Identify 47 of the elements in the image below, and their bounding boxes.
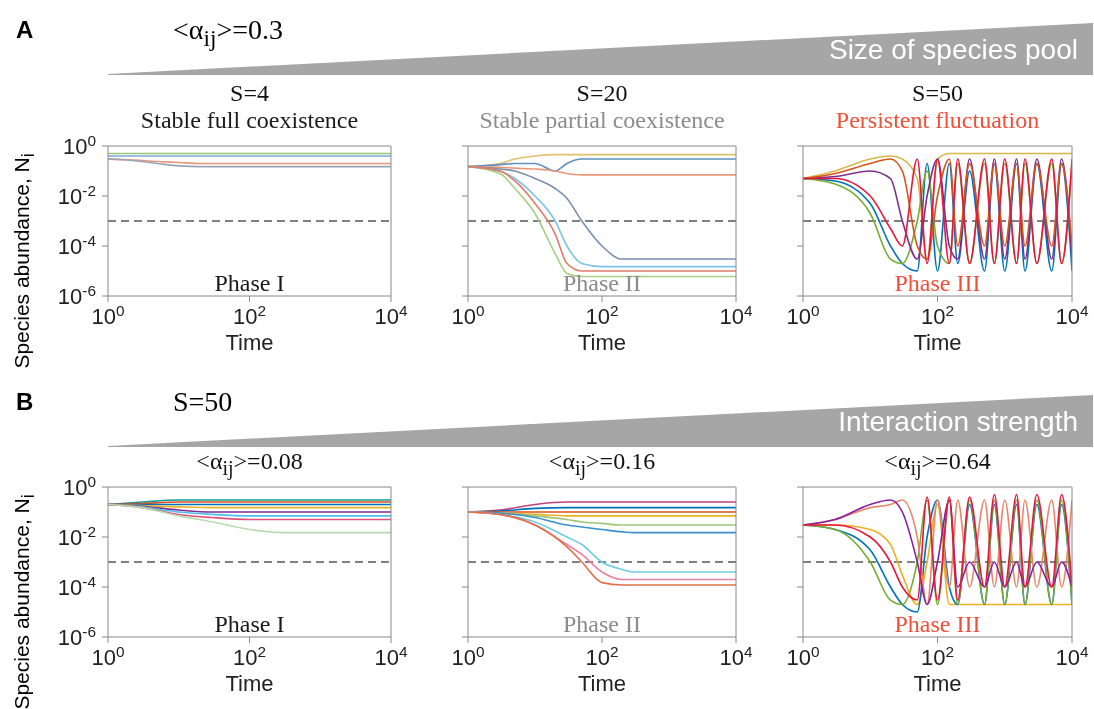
x-axis-title: Time [577, 671, 627, 696]
chart-title: <α$_{ij}$>=0.64 [884, 448, 991, 479]
x-axis-title: Time [577, 330, 627, 355]
x-tick-label: 10$^{2}$ [232, 642, 267, 670]
x-axis-title: Time [225, 330, 274, 355]
annotation: Phase III [894, 611, 981, 637]
chart-subtitle: Stable partial coexistence [479, 107, 725, 133]
text: S=50 [173, 386, 233, 417]
annotation: Phase II [563, 270, 641, 296]
x-tick-label: 10$^{0}$ [786, 301, 820, 329]
x-tick-label: 10$^{4}$ [374, 301, 408, 329]
chart-title: S=4 [230, 80, 269, 106]
x-tick-label: 10$^{2}$ [920, 301, 955, 329]
annotation: Phase I [214, 270, 285, 296]
y-tick-label: 10$^{-4}$ [57, 231, 97, 259]
x-tick-label: 10$^{0}$ [451, 301, 485, 329]
text: Size of species pool [828, 34, 1078, 65]
x-tick-label: 10$^{2}$ [920, 642, 955, 670]
x-tick-label: 10$^{0}$ [786, 642, 820, 670]
x-tick-label: 10$^{2}$ [585, 301, 619, 329]
text: A [16, 16, 34, 44]
y-tick-label: 10$^{-2}$ [57, 181, 96, 209]
chart-title: <α$_{ij}$>=0.08 [196, 448, 303, 479]
x-tick-label: 10$^{2}$ [585, 642, 619, 670]
x-tick-label: 10$^{4}$ [1055, 642, 1089, 670]
text: Interaction strength [838, 406, 1078, 437]
y-tick-label: 10$^{-4}$ [57, 572, 97, 600]
x-tick-label: 10$^{4}$ [719, 301, 753, 329]
chart-title: <α$_{ij}$>=0.16 [548, 448, 656, 479]
x-tick-label: 10$^{0}$ [451, 642, 485, 670]
annotation: Phase II [563, 611, 641, 637]
chart-title: S=50 [912, 80, 963, 106]
annotation: Phase III [894, 270, 981, 296]
annotation: Phase I [214, 611, 285, 637]
text: <α$_{ij}$>=0.3 [173, 14, 284, 51]
chart-subtitle: Persistent fluctuation [835, 107, 1040, 133]
chart-subtitle: Stable full coexistence [140, 107, 359, 133]
x-axis-title: Time [913, 330, 962, 355]
x-tick-label: 10$^{4}$ [1055, 301, 1089, 329]
text: B [16, 388, 34, 416]
x-tick-label: 10$^{4}$ [719, 642, 753, 670]
y-tick-label: 10$^{-2}$ [57, 522, 96, 550]
x-axis-title: Time [225, 671, 274, 696]
x-tick-label: 10$^{4}$ [374, 642, 408, 670]
chart-title: S=20 [576, 80, 628, 106]
x-axis-title: Time [913, 671, 962, 696]
x-tick-label: 10$^{2}$ [232, 301, 267, 329]
